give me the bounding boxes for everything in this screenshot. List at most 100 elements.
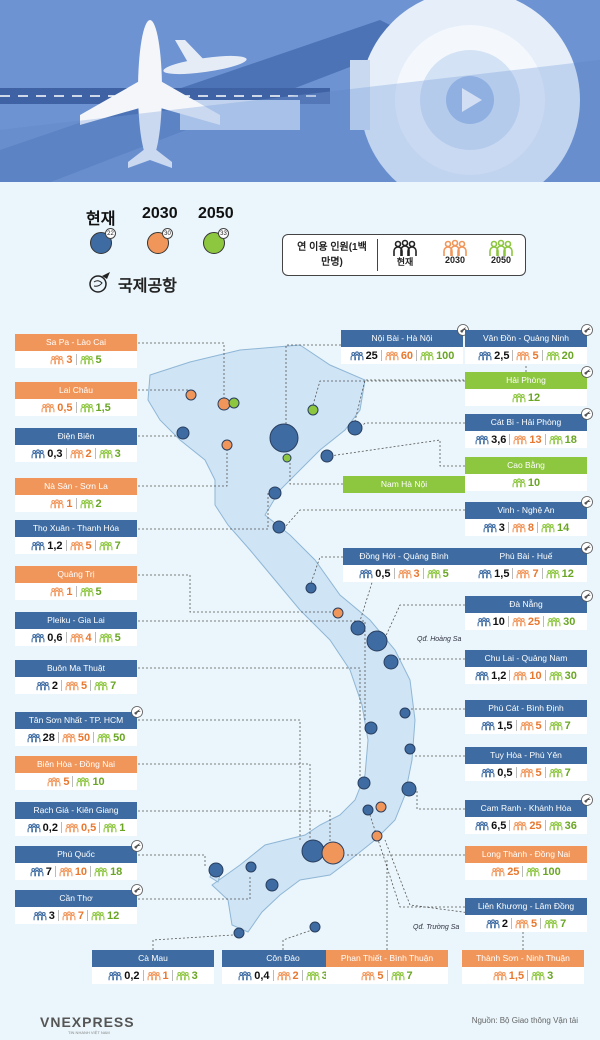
capacity-number: 0,2 <box>42 821 58 834</box>
airport-marker[interactable] <box>305 582 317 594</box>
airport-marker[interactable] <box>301 839 325 863</box>
international-plane-icon <box>581 324 593 336</box>
airport-marker[interactable] <box>272 520 286 534</box>
people-icon <box>277 970 290 980</box>
airport-card[interactable]: Buôn Ma Thuật 2 5 7 <box>15 660 137 694</box>
airport-card[interactable]: Phù Cát - Bình Định 1,5 5 7 <box>465 700 587 734</box>
airport-marker[interactable] <box>357 776 371 790</box>
airport-marker[interactable] <box>332 607 344 619</box>
airport-card[interactable]: Lai Châu 0,5 1,5 <box>15 382 137 416</box>
airport-name: Cà Mau <box>92 950 214 967</box>
airport-marker[interactable] <box>371 830 383 842</box>
airport-marker[interactable] <box>383 654 399 670</box>
airport-card[interactable]: Nam Hà Nội <box>343 476 465 493</box>
airport-card[interactable]: Cần Thơ 3 7 12 <box>15 884 143 924</box>
airport-card[interactable]: Côn Đảo 0,4 2 3 <box>222 950 344 984</box>
airport-card[interactable]: Tuy Hòa - Phú Yên 0,5 5 7 <box>465 747 587 781</box>
airport-card[interactable]: Cao Bằng 10 <box>465 457 587 491</box>
value-separator <box>87 910 88 921</box>
people-icon <box>99 448 113 458</box>
airport-card[interactable]: Phan Thiết - Bình Thuận 5 7 <box>326 950 448 984</box>
airport-marker[interactable] <box>217 397 231 411</box>
airport-marker[interactable] <box>185 389 197 401</box>
capacity-value-current: 0,5 <box>359 568 391 580</box>
people-icon <box>515 918 529 928</box>
value-separator <box>541 350 543 361</box>
capacity-value-2030: 10 <box>513 669 542 682</box>
airport-card[interactable]: Thọ Xuân - Thanh Hóa 1,2 5 7 <box>15 520 137 554</box>
airport-card[interactable]: Hải Phòng 12 <box>465 366 593 406</box>
airport-card[interactable]: Tân Sơn Nhất - TP. HCM 28 50 50 <box>15 706 143 746</box>
airport-marker[interactable] <box>401 781 417 797</box>
airport-card[interactable]: Biên Hòa - Đồng Nai 5 10 <box>15 756 137 790</box>
airport-marker[interactable] <box>320 449 334 463</box>
airport-card[interactable]: Nà Sản - Sơn La 1 2 <box>15 478 137 512</box>
people-icon <box>108 970 122 980</box>
airport-card[interactable]: Chu Lai - Quảng Nam 1,2 10 30 <box>465 650 587 684</box>
airport-card[interactable]: Rạch Giá - Kiên Giang 0,2 0,5 1 <box>15 802 137 836</box>
airport-card[interactable]: Đà Nẵng 10 25 30 <box>465 590 593 630</box>
airport-marker[interactable] <box>350 620 366 636</box>
value-separator <box>171 970 173 981</box>
airport-marker[interactable] <box>366 630 388 652</box>
airport-marker[interactable] <box>176 426 190 440</box>
airport-marker[interactable] <box>347 420 363 436</box>
capacity-value-2050: 30 <box>549 670 577 682</box>
airport-marker[interactable] <box>399 707 411 719</box>
airport-marker[interactable] <box>245 861 257 873</box>
airport-card[interactable]: Quảng Trị 1 5 <box>15 566 137 600</box>
airport-name: Cao Bằng <box>465 457 587 474</box>
capacity-number: 3 <box>191 969 198 982</box>
airport-card[interactable]: Điện Biên 0,3 2 3 <box>15 428 137 462</box>
airport-name: Lai Châu <box>15 382 137 399</box>
airport-card[interactable]: Đồng Hới - Quảng Bình 0,5 3 5 <box>343 548 465 582</box>
airport-card[interactable]: Long Thành - Đồng Nai 25 100 <box>465 846 587 880</box>
airport-marker[interactable] <box>364 721 378 735</box>
airport-marker[interactable] <box>221 439 233 451</box>
source-note: Nguồn: Bộ Giao thông Vận tải <box>471 1016 578 1025</box>
airport-marker[interactable] <box>208 862 224 878</box>
airport-card[interactable]: Phú Quốc 7 10 18 <box>15 840 143 880</box>
capacity-number: 10 <box>529 669 542 682</box>
people-icon <box>33 910 47 920</box>
airport-marker[interactable] <box>362 804 374 816</box>
capacity-legend: 연 이용 인원(1백만명) 현재 2030 2050 <box>282 234 526 276</box>
airport-marker[interactable] <box>228 397 240 409</box>
airport-card[interactable]: Cam Ranh - Khánh Hòa 6,5 25 36 <box>465 794 593 834</box>
airport-marker[interactable] <box>404 743 416 755</box>
airport-card[interactable]: Cát Bi - Hải Phòng 3,6 13 18 <box>465 408 593 448</box>
capacity-value-2030: 5 <box>516 350 539 362</box>
people-icon <box>393 239 417 256</box>
people-icon <box>526 866 540 876</box>
airport-capacity-values: 10 25 30 <box>465 613 587 630</box>
airport-card[interactable]: Sa Pa - Lào Cai 3 5 <box>15 334 137 368</box>
international-plane-icon <box>581 496 593 508</box>
airport-name: Nội Bài - Hà Nội <box>341 330 463 347</box>
airport-marker[interactable] <box>309 921 321 933</box>
airport-card[interactable]: Cà Mau 0,2 1 3 <box>92 950 214 984</box>
airport-card[interactable]: Vinh - Nghệ An 3 8 14 <box>465 496 593 536</box>
airport-card[interactable]: Phú Bài - Huế 1,5 7 12 <box>465 542 593 582</box>
airport-marker[interactable] <box>233 927 245 939</box>
airport-marker[interactable] <box>269 423 299 453</box>
international-plane-icon <box>131 884 143 896</box>
capacity-value-2050: 7 <box>99 540 121 552</box>
capacity-number: 0,6 <box>47 631 63 644</box>
capacity-number: 0,4 <box>254 969 270 982</box>
airport-card[interactable]: Liên Khương - Lâm Đồng 2 5 7 <box>465 898 587 932</box>
airport-marker[interactable] <box>307 404 319 416</box>
airport-marker[interactable] <box>321 841 345 865</box>
airport-card[interactable]: Nội Bài - Hà Nội 25 60 100 <box>341 324 469 364</box>
capacity-divider <box>377 239 378 271</box>
value-separator <box>515 720 517 731</box>
airport-illustration <box>0 0 600 190</box>
airport-marker[interactable] <box>375 801 387 813</box>
airport-card[interactable]: Pleiku - Gia Lai 0,6 4 5 <box>15 612 137 646</box>
airport-marker[interactable] <box>265 878 279 892</box>
airport-card[interactable]: Thành Sơn - Ninh Thuận 1,5 3 <box>462 950 584 984</box>
connector-line <box>152 934 234 950</box>
airport-card[interactable]: Vân Đồn - Quảng Ninh 2,5 5 20 <box>465 324 593 364</box>
people-icon <box>94 680 108 690</box>
airport-marker[interactable] <box>268 486 282 500</box>
airport-marker[interactable] <box>282 453 292 463</box>
